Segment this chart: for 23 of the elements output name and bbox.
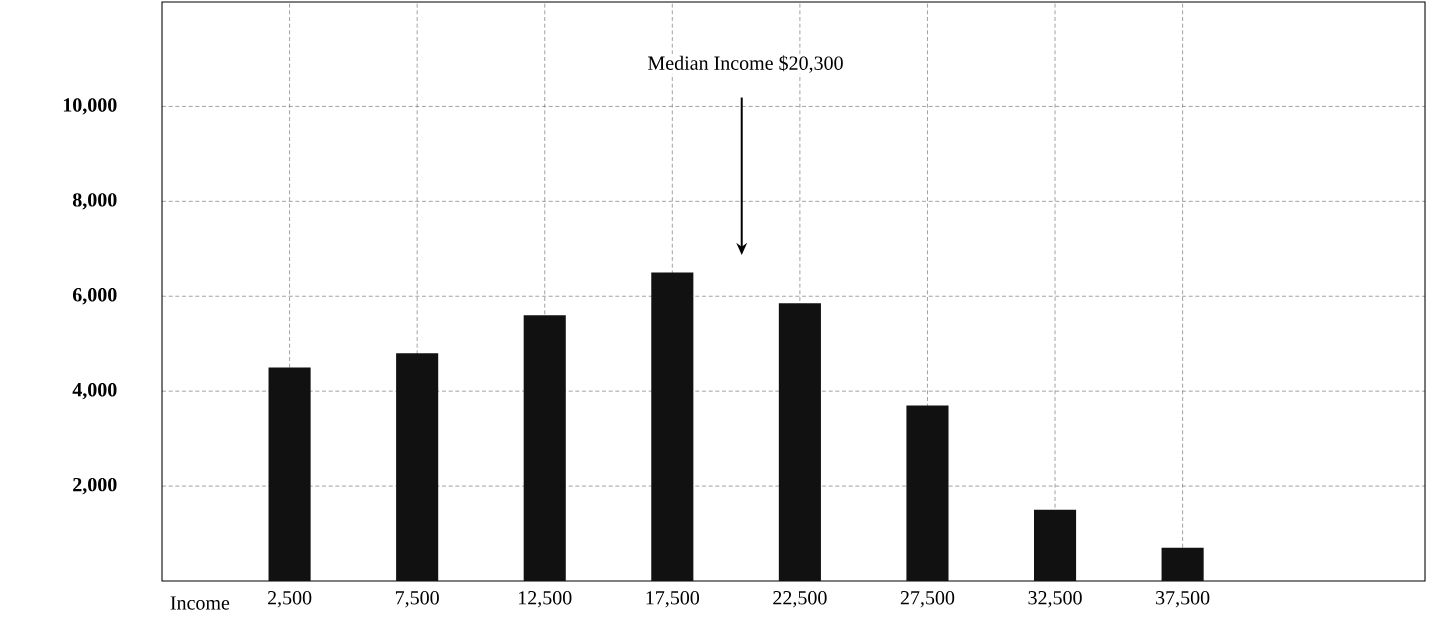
x-axis-title: Income <box>170 596 230 610</box>
bar <box>396 353 439 581</box>
x-tick-label: 17,500 <box>646 591 700 608</box>
bar <box>268 367 311 581</box>
y-tick-label: 10,000 <box>63 98 117 115</box>
y-tick-label: 4,000 <box>72 382 117 400</box>
y-tick-label: 8,000 <box>72 193 117 210</box>
bar <box>651 272 694 581</box>
x-tick-label: 7,500 <box>395 591 439 608</box>
x-tick-label: 22,500 <box>773 591 827 608</box>
y-tick-label: 6,000 <box>72 288 117 305</box>
bar <box>1161 547 1204 581</box>
y-tick-label: 2,000 <box>73 477 117 495</box>
bar <box>523 315 566 581</box>
bar <box>1033 509 1077 581</box>
x-tick-label: 27,500 <box>900 591 955 608</box>
annotation: Median Income $20,300 <box>648 55 843 73</box>
bar <box>778 303 821 581</box>
x-tick-label: 32,500 <box>1028 591 1082 608</box>
x-tick-label: 12,500 <box>518 591 572 608</box>
x-tick-label: 2,500 <box>267 591 312 608</box>
bar <box>906 405 949 581</box>
x-tick-label: 37,500 <box>1156 591 1210 608</box>
